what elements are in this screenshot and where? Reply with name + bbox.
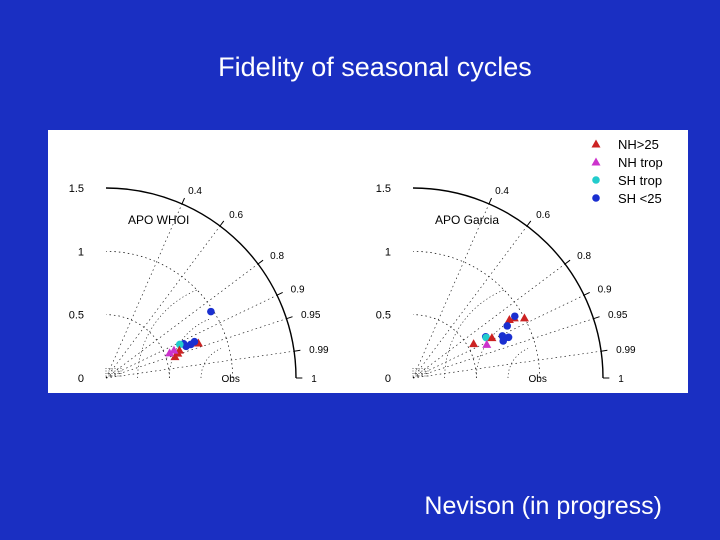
corr-tick (601, 349, 608, 352)
corr-line (412, 225, 528, 379)
corr-tick (526, 220, 532, 227)
data-point (469, 339, 479, 348)
corr-tick (488, 197, 492, 205)
data-point (170, 352, 180, 361)
corr-tick-label: 0.4 (495, 186, 509, 197)
obs-label: Obs (528, 374, 546, 385)
std-tick-label: 0 (385, 373, 391, 385)
std-arc (412, 250, 541, 379)
corr-tick-label: 0.6 (229, 210, 243, 221)
corr-tick-label: 1 (618, 374, 624, 385)
legend-label: NH>25 (618, 137, 659, 152)
std-tick-label: 0.5 (376, 310, 391, 322)
std-tick-label: 1 (78, 246, 84, 258)
corr-tick-label: 0.95 (301, 310, 321, 321)
corr-line (105, 225, 221, 379)
data-point (207, 307, 215, 316)
corr-tick-label: 0.8 (577, 251, 591, 262)
corr-line (105, 350, 295, 379)
corr-tick (583, 291, 590, 296)
corr-line (412, 294, 585, 379)
data-point (504, 333, 513, 342)
taylor-diagrams-svg: 0.4 0.6 0.8 0.9 0.95 0.99 1 0 0.5 1 1.5 APO WHOI Obs… (69, 137, 663, 385)
corr-tick (286, 316, 293, 320)
rms-arc (137, 289, 198, 379)
data-point (519, 313, 529, 322)
std-arc (105, 250, 234, 379)
std-tick-label: 0 (78, 373, 84, 385)
corr-tick-label: 0.9 (291, 285, 305, 296)
std-tick-label: 0.5 (69, 310, 84, 322)
data-point (175, 340, 184, 349)
rms-arc (507, 348, 529, 379)
corr-line (412, 318, 594, 379)
outer-arc (105, 187, 297, 379)
std-tick-label: 1 (385, 246, 391, 258)
legend-label: SH trop (618, 173, 662, 188)
legend-marker (592, 194, 600, 202)
corr-tick-label: 0.9 (598, 285, 612, 296)
taylor-diagram-apo-garcia: 0.4 0.6 0.8 0.9 0.95 0.99 1 0 0.5 1 1.5 APO Garcia O… (376, 183, 636, 385)
std-tick-label: 1.5 (376, 183, 391, 195)
data-point (503, 322, 512, 330)
data-point (504, 315, 514, 324)
corr-line (412, 203, 490, 379)
corr-tick-label: 0.95 (608, 310, 628, 321)
corr-tick-label: 0.99 (309, 345, 329, 356)
corr-tick (564, 259, 571, 265)
corr-line (105, 318, 287, 379)
corr-line (412, 263, 566, 379)
data-point (511, 312, 519, 321)
corr-tick (593, 316, 600, 320)
corr-tick (181, 197, 185, 205)
corr-tick (276, 291, 283, 296)
corr-tick (257, 259, 264, 265)
corr-tick-label: 0.6 (536, 210, 550, 221)
data-point (482, 333, 490, 342)
data-point (169, 345, 179, 354)
legend-label: SH <25 (618, 191, 662, 206)
legend-marker (591, 157, 601, 166)
corr-tick (294, 349, 301, 352)
outer-arc (412, 187, 604, 379)
legend-marker (591, 139, 601, 148)
corr-tick-label: 0.4 (188, 186, 202, 197)
diagram-title: APO Garcia (435, 213, 499, 227)
corr-line (105, 203, 183, 379)
corr-line (412, 350, 602, 379)
corr-line (105, 263, 259, 379)
obs-label: Obs (221, 374, 239, 385)
data-point (482, 339, 492, 348)
slide-title: Fidelity of seasonal cycles (218, 52, 532, 82)
corr-line (105, 294, 278, 379)
diagram-title: APO WHOI (128, 213, 189, 227)
std-arc (412, 314, 477, 379)
corr-tick (219, 220, 225, 227)
legend: NH>25 NH trop SH trop SH <25 (591, 137, 663, 206)
data-point (487, 333, 497, 342)
rms-arc (200, 348, 222, 379)
taylor-diagram-apo-whoi: 0.4 0.6 0.8 0.9 0.95 0.99 1 0 0.5 1 1.5 APO WHOI Obs (69, 183, 329, 385)
std-tick-label: 1.5 (69, 183, 84, 195)
std-arc (105, 314, 170, 379)
footer-credit: Nevison (in progress) (424, 492, 662, 520)
corr-tick-label: 1 (311, 374, 317, 385)
legend-label: NH trop (618, 155, 663, 170)
data-point (499, 337, 508, 345)
corr-tick-label: 0.99 (616, 345, 636, 356)
corr-tick-label: 0.8 (270, 251, 284, 262)
data-point (165, 348, 175, 357)
legend-marker (592, 176, 600, 184)
rms-arc (444, 289, 505, 379)
taylor-diagram-figure: 0.4 0.6 0.8 0.9 0.95 0.99 1 0 0.5 1 1.5 APO WHOI Obs… (48, 130, 688, 393)
